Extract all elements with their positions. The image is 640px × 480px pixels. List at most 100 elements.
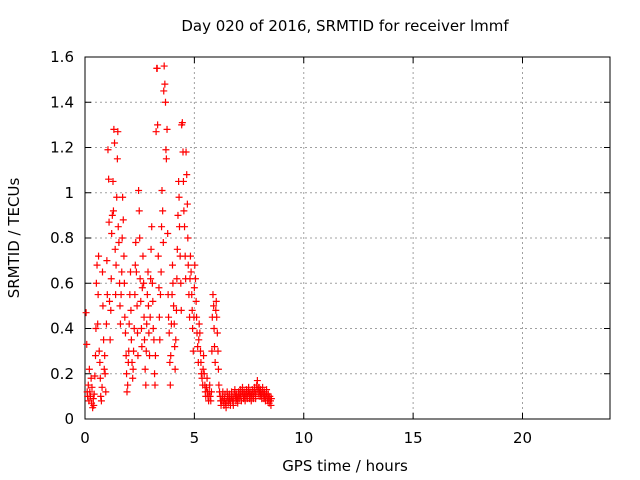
data-point	[155, 313, 163, 321]
data-point	[192, 297, 200, 305]
data-point	[121, 313, 129, 321]
data-point	[90, 401, 98, 409]
data-point	[94, 320, 102, 328]
y-tick-label: 0.6	[50, 274, 74, 292]
data-point	[116, 320, 124, 328]
data-point	[160, 62, 168, 70]
data-point	[127, 306, 135, 314]
data-point	[253, 377, 261, 385]
data-point	[140, 279, 148, 287]
data-point	[156, 336, 164, 344]
data-point	[114, 223, 122, 231]
data-point	[178, 119, 186, 127]
data-point	[155, 284, 163, 292]
data-point	[152, 128, 160, 136]
data-point	[239, 383, 246, 391]
data-point	[102, 320, 110, 328]
data-point	[124, 381, 132, 389]
data-point	[189, 347, 197, 355]
axes: 0 5 10 15 20 0 0.2 0.4 0.6 0.8 1 1.2 1.4 1.6	[50, 48, 611, 447]
data-point	[163, 125, 171, 133]
data-point	[145, 329, 153, 337]
data-point	[170, 320, 178, 328]
y-tick-label: 1	[64, 184, 74, 202]
data-point	[96, 374, 104, 382]
data-point	[88, 383, 96, 391]
chart-title: Day 020 of 2016, SRMTID for receiver lmm…	[181, 17, 509, 35]
data-point	[197, 347, 204, 355]
data-point	[107, 306, 115, 314]
data-point	[206, 392, 214, 400]
data-point	[92, 279, 100, 287]
data-point	[212, 306, 220, 314]
data-point	[117, 291, 125, 299]
data-point	[104, 146, 112, 154]
y-axis-label: SRMTID / TECUs	[5, 178, 23, 299]
data-point	[214, 365, 222, 373]
data-point	[191, 261, 199, 269]
data-point	[111, 139, 119, 147]
data-point	[97, 397, 105, 405]
data-point	[91, 372, 99, 380]
data-point	[89, 395, 97, 403]
data-point	[133, 302, 141, 310]
data-point	[267, 401, 275, 409]
data-point	[82, 309, 90, 317]
data-point	[187, 268, 195, 276]
data-point	[168, 291, 176, 299]
data-point	[123, 370, 131, 378]
data-point	[203, 374, 211, 382]
data-point	[92, 325, 100, 332]
data-point	[195, 320, 203, 328]
x-tick-label: 20	[513, 429, 532, 447]
y-tick-label: 0	[64, 410, 74, 428]
data-point	[101, 352, 109, 360]
data-point	[210, 325, 218, 332]
data-point	[130, 347, 138, 355]
data-point	[210, 302, 218, 310]
data-point	[93, 261, 101, 269]
y-tick-label: 1.4	[50, 93, 74, 111]
data-point	[159, 239, 167, 247]
data-point	[149, 325, 157, 332]
data-point	[148, 279, 156, 287]
data-point	[111, 245, 119, 253]
data-point	[215, 381, 223, 389]
data-point	[95, 252, 103, 260]
data-point	[193, 313, 201, 321]
data-point	[107, 275, 115, 283]
data-point	[146, 313, 154, 321]
data-point	[138, 343, 146, 351]
data-point	[120, 252, 128, 260]
data-point	[85, 365, 93, 373]
data-point	[195, 336, 203, 344]
data-point	[207, 397, 215, 405]
data-point	[131, 291, 139, 299]
data-point	[121, 329, 129, 337]
data-point	[108, 211, 116, 219]
data-point	[100, 365, 108, 373]
data-point	[125, 320, 133, 328]
data-point	[144, 268, 152, 276]
data-point	[200, 370, 208, 378]
data-point	[136, 275, 144, 283]
data-point	[161, 80, 169, 88]
data-point	[151, 370, 159, 378]
data-point	[209, 291, 217, 299]
data-point	[212, 297, 220, 305]
y-tick-label: 1.6	[50, 48, 74, 66]
data-point	[181, 223, 189, 231]
data-point	[83, 340, 91, 348]
data-point	[173, 275, 181, 283]
data-point	[114, 128, 122, 136]
data-point	[213, 313, 221, 321]
data-point	[252, 395, 260, 403]
data-point	[177, 279, 185, 287]
data-point	[102, 388, 110, 396]
data-point	[116, 302, 124, 310]
plot-frame	[84, 56, 611, 420]
data-point	[109, 177, 117, 185]
data-point	[162, 155, 170, 163]
data-point	[169, 279, 177, 287]
data-point	[162, 98, 169, 106]
